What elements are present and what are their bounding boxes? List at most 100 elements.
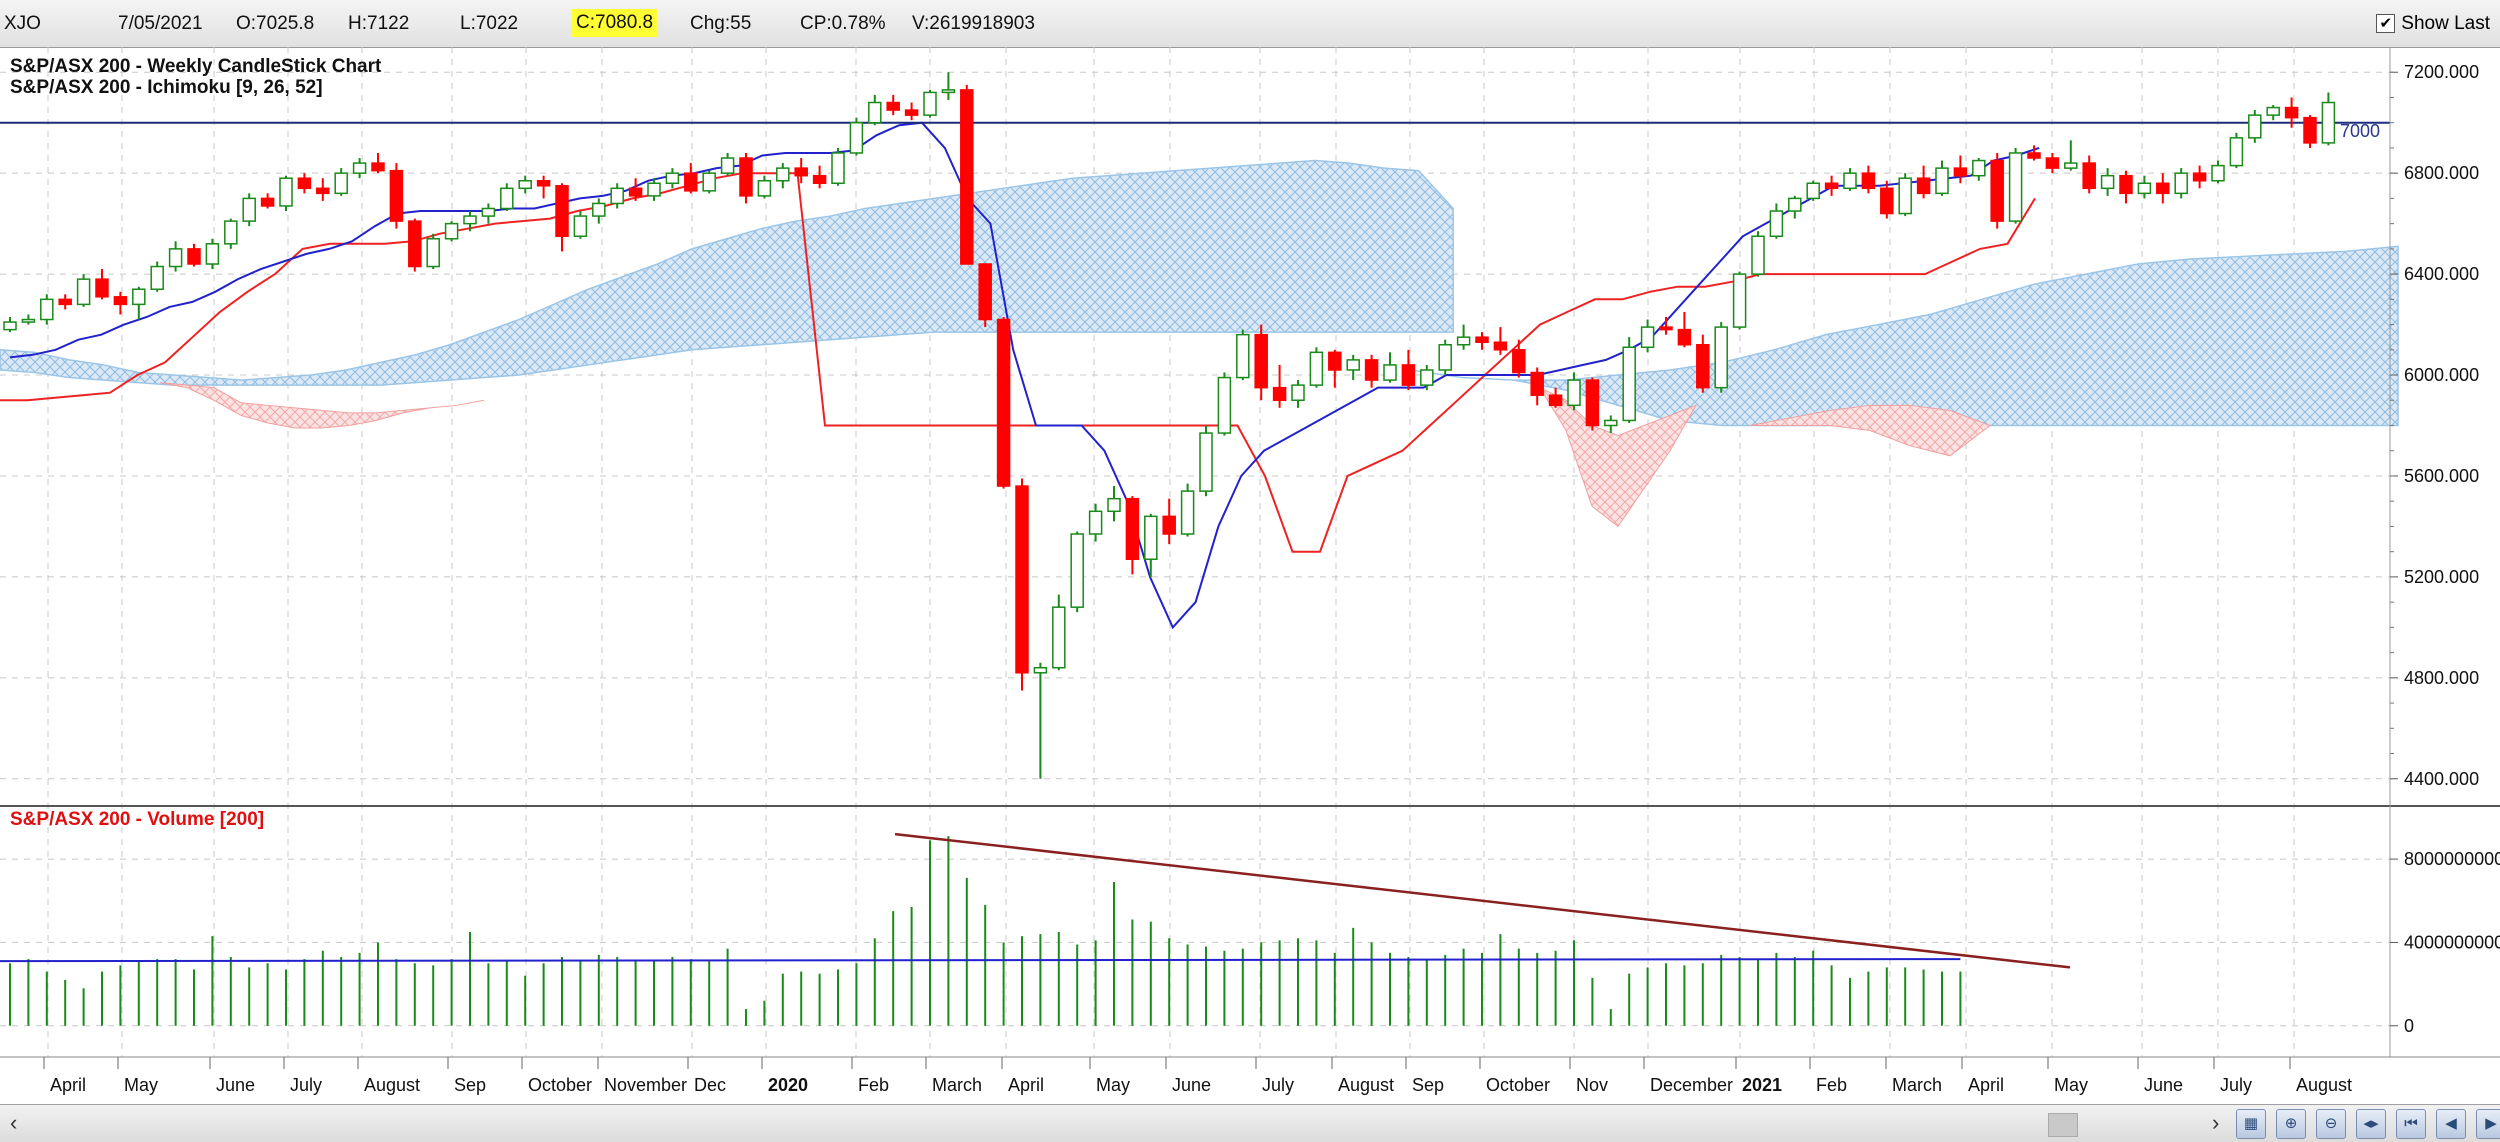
x-tick-label: Sep — [1412, 1075, 1444, 1095]
x-tick-label: May — [124, 1075, 158, 1095]
candle-body — [1953, 167, 1968, 177]
candle-body — [1309, 351, 1324, 386]
candle-body — [1144, 515, 1158, 560]
candle-body — [1180, 490, 1195, 535]
ichimoku-cloud — [0, 159, 2399, 528]
candle-body — [1033, 666, 1048, 674]
candle-body — [316, 187, 330, 195]
show-last-label: Show Last — [2401, 12, 2490, 34]
bearish-cloud-3 — [1749, 404, 1992, 457]
bullish-cloud — [0, 159, 1454, 386]
candle-body — [76, 278, 91, 306]
candle-body — [1806, 182, 1820, 200]
candle-body — [628, 187, 643, 197]
candle-body — [2156, 182, 2170, 195]
candle-body — [1364, 359, 1379, 381]
candle-body — [1677, 328, 1692, 346]
candle-body — [996, 318, 1011, 487]
candle-body — [168, 248, 183, 268]
candle-body — [1732, 273, 1747, 328]
first-bar-icon[interactable]: ⏮ — [2396, 1109, 2426, 1139]
x-tick-label: 2020 — [768, 1075, 808, 1095]
date-label: 7/05/2021 — [118, 13, 203, 34]
scroll-left-icon[interactable]: ‹ — [10, 1110, 18, 1135]
candle-body — [1217, 376, 1232, 434]
chart-area[interactable]: April May June July August Sep October November… — [0, 47, 2500, 1104]
candle-body — [812, 174, 827, 185]
y-tick-label: 6000.000 — [2404, 365, 2479, 385]
candle-body — [1788, 197, 1802, 212]
y-tick-label: 5600.000 — [2404, 466, 2479, 486]
scroll-right-icon[interactable]: › — [2212, 1110, 2220, 1135]
next-icon[interactable]: ▶ — [2476, 1109, 2500, 1139]
candle-body — [1567, 379, 1581, 407]
y-tick-label: 6800.000 — [2404, 163, 2479, 183]
candle-body — [702, 172, 716, 192]
candle-body — [1880, 187, 1894, 215]
x-tick-label: April — [50, 1075, 86, 1095]
candle-body — [2064, 162, 2078, 169]
show-last-checkbox[interactable]: ✔ — [2376, 14, 2396, 33]
candle-body — [2137, 182, 2152, 195]
candle-body — [2211, 164, 2225, 182]
candle-body — [1972, 159, 1986, 177]
candle-body — [2119, 174, 2133, 195]
candle-body — [1346, 359, 1360, 371]
zoom-fit-icon[interactable]: ▦ — [2236, 1109, 2266, 1139]
x-tick-label: 2021 — [1742, 1075, 1782, 1095]
candle-body — [1769, 210, 1784, 237]
future-cloud — [1409, 245, 2399, 427]
x-tick-label: June — [216, 1075, 255, 1095]
x-tick-label: June — [1172, 1075, 1211, 1095]
candle-body — [776, 167, 790, 182]
x-tick-label: Nov — [1576, 1075, 1608, 1095]
candle-body — [1475, 336, 1489, 343]
candle-body — [1125, 497, 1140, 560]
candle-body — [536, 179, 551, 187]
candle-body — [1824, 182, 1839, 190]
x-tick-label: August — [364, 1075, 420, 1095]
close-label: C:7080.8 — [572, 9, 658, 37]
candle-body — [444, 222, 459, 240]
candle-body — [187, 248, 201, 265]
x-tick-label: December — [1650, 1075, 1733, 1095]
candle-body — [1254, 333, 1268, 389]
candle-body — [242, 197, 256, 222]
candle-body — [205, 243, 220, 265]
x-tick-label: July — [1262, 1075, 1294, 1095]
candle-body — [40, 298, 54, 321]
candle-body — [1512, 349, 1526, 374]
candle-body — [2100, 174, 2115, 190]
candle-body — [334, 172, 348, 195]
zoom-out-icon[interactable]: ⊖ — [2316, 1109, 2346, 1139]
candle-body — [2174, 172, 2188, 195]
candle-body — [1751, 235, 1765, 275]
candlesticks — [3, 72, 2336, 779]
vol-tick-label: 4000000000 — [2404, 932, 2500, 952]
scrollbar[interactable]: ‹ › ▦ ⊕ ⊖ ◂▸ ⏮ ◀ ▶ — [0, 1104, 2500, 1142]
candle-body — [408, 220, 422, 268]
candle-body — [352, 162, 367, 174]
candle-body — [1714, 326, 1728, 389]
zoom-in-icon[interactable]: ⊕ — [2276, 1109, 2306, 1139]
candle-body — [2303, 116, 2317, 144]
show-last-toggle[interactable]: ✔ Show Last — [2376, 0, 2490, 47]
candle-body — [2229, 137, 2244, 167]
kijun-line — [0, 172, 2036, 553]
candle-body — [279, 177, 293, 207]
volume-label: V:2619918903 — [912, 13, 1035, 34]
candle-body — [978, 263, 992, 321]
candle-body — [2248, 114, 2262, 139]
candle-body — [1898, 177, 1912, 215]
candle-body — [960, 89, 974, 265]
volume-trendline — [894, 832, 2071, 969]
candle-body — [1015, 485, 1029, 674]
candle-body — [2082, 162, 2096, 190]
scroll-both-icon[interactable]: ◂▸ — [2356, 1109, 2386, 1139]
candle-body — [794, 167, 808, 177]
scroll-thumb[interactable] — [2048, 1113, 2078, 1137]
candle-body — [1420, 369, 1434, 386]
x-tick-label: November — [604, 1075, 687, 1095]
prev-icon[interactable]: ◀ — [2436, 1109, 2466, 1139]
candle-body — [2045, 157, 2060, 169]
